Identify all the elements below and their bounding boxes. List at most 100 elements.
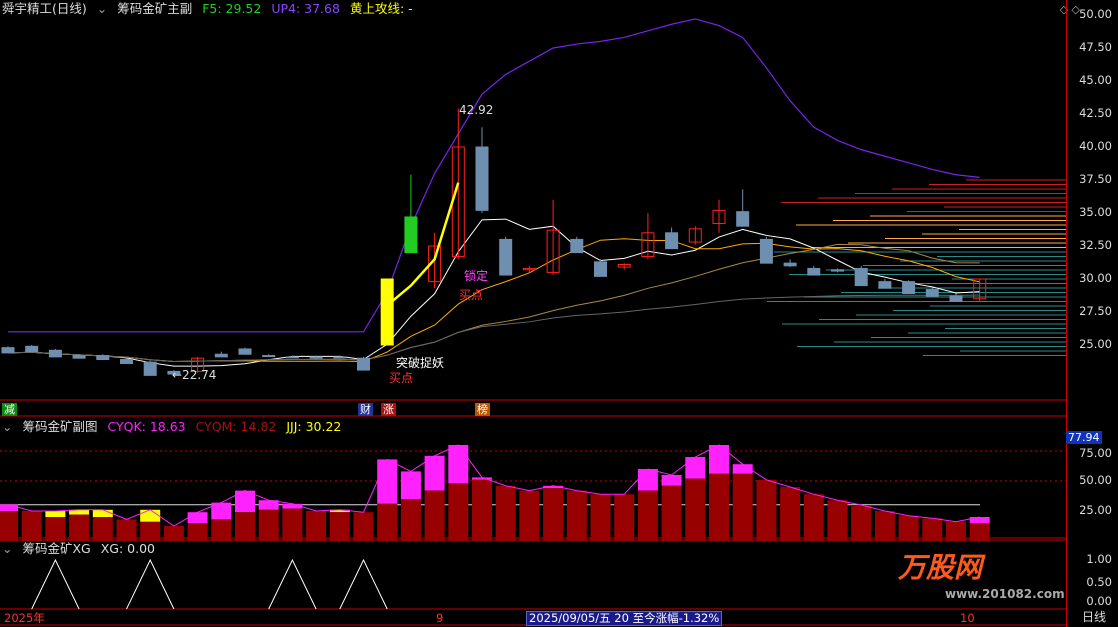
cyqk-bar <box>69 509 90 515</box>
cyqk-bar <box>235 490 255 513</box>
candle-body <box>72 355 86 359</box>
xg-tick: 1.00 <box>1086 552 1112 566</box>
cyqm-bar <box>590 494 611 541</box>
window-controls[interactable]: ◇ ◇ <box>1059 3 1080 16</box>
cyqm-bar <box>163 526 184 541</box>
cyqk-bar <box>45 511 66 517</box>
candle-body <box>688 228 702 243</box>
candle-body <box>1 347 15 354</box>
jjj-value: JJJ: 30.22 <box>286 419 342 434</box>
cyqk-bar <box>472 477 492 480</box>
candle-body <box>191 357 205 372</box>
breakout-label: 突破捉妖 <box>396 356 445 370</box>
huang-value: 黄上攻线: - <box>349 1 413 16</box>
price-tick: 37.50 <box>1079 172 1112 186</box>
cyqm-bar <box>709 473 729 541</box>
event-tag-finance[interactable]: 财 <box>358 403 373 416</box>
sub-header: ⌄ 筹码金矿副图 CYQK: 18.63 CYQM: 14.82 JJJ: 30… <box>2 419 347 434</box>
sub-title[interactable]: 筹码金矿副图 <box>22 419 98 434</box>
cyqk-bar <box>92 509 113 517</box>
candle-body <box>831 269 844 272</box>
up4-value: UP4: 37.68 <box>271 1 340 16</box>
event-tag-reduce[interactable]: 减 <box>2 403 17 416</box>
cyqm-bar <box>140 521 161 541</box>
cyqm-bar <box>353 512 374 541</box>
low-label: ←22.74 <box>172 368 217 382</box>
cyqm-value: CYQM: 14.82 <box>195 419 277 434</box>
price-tick: 25.00 <box>1079 337 1112 351</box>
sub-current-value: 77.94 <box>1066 431 1102 444</box>
price-tick: 42.50 <box>1079 106 1112 120</box>
period-label[interactable]: 日线 <box>1082 610 1107 624</box>
candle-body <box>641 232 655 258</box>
settings-icon[interactable]: ⌄ <box>2 541 13 556</box>
candle-body <box>428 245 442 283</box>
xg-value: XG: 0.00 <box>100 541 155 556</box>
candle-body <box>522 267 536 271</box>
cyqm-bar <box>519 490 540 541</box>
cyqm-bar <box>69 514 90 541</box>
high-label: 42.92 <box>459 103 494 117</box>
watermark-url: www.201082.com <box>945 587 1065 601</box>
cyqm-bar <box>21 511 42 541</box>
indicator-name[interactable]: 筹码金矿主副 <box>117 1 193 16</box>
ma20-line <box>7 243 980 363</box>
cyqk-bar <box>211 502 232 520</box>
main-header: 舜宇精工(日线) ⌄ 筹码金矿主副 F5: 29.52 UP4: 37.68 黄… <box>2 1 419 16</box>
cyqm-bar <box>116 519 137 541</box>
cyqk-bar <box>0 504 18 511</box>
cyqk-bar <box>709 445 729 474</box>
month-label-9: 9 <box>436 611 444 625</box>
cyqm-bar <box>306 511 327 541</box>
cyqm-bar <box>637 490 658 541</box>
candle-body <box>309 356 323 359</box>
cyqm-bar <box>211 519 232 541</box>
candle-body <box>143 361 157 376</box>
candle-body <box>25 345 39 353</box>
candle-body <box>48 349 62 358</box>
cyqm-bar <box>614 494 635 541</box>
cyqm-bar <box>732 473 753 541</box>
candle-body <box>96 355 110 361</box>
event-tag-rank[interactable]: 榜 <box>475 403 490 416</box>
ma60-line <box>7 294 980 363</box>
cyqm-bar <box>685 478 706 541</box>
attack-line <box>386 182 460 307</box>
price-tick: 50.00 <box>1079 7 1112 21</box>
cyqm-bar <box>400 499 421 541</box>
xg-title[interactable]: 筹码金矿XG <box>22 541 91 556</box>
settings-icon[interactable]: ⌄ <box>96 1 108 16</box>
lock-label: 锁定 <box>464 269 489 283</box>
cyqm-bar <box>258 509 279 541</box>
candle-body <box>380 278 394 346</box>
cyqm-bar <box>187 523 208 541</box>
event-tag-rise[interactable]: 涨 <box>381 403 396 416</box>
cyqm-bar <box>92 517 113 541</box>
cyqm-bar <box>543 488 564 541</box>
cyqk-bar <box>282 503 303 509</box>
candle-body <box>120 359 133 364</box>
candle-body <box>238 348 252 355</box>
buy-label: 买点 <box>389 371 414 385</box>
xg-tick: 0.00 <box>1086 594 1112 608</box>
year-label: 2025年 <box>4 611 45 625</box>
candle-body <box>546 229 560 273</box>
settings-icon[interactable]: ⌄ <box>2 419 13 434</box>
chart-canvas[interactable] <box>0 0 1066 627</box>
cyqk-bar <box>732 464 753 474</box>
status-readout: 2025/09/05/五 20 至今涨幅-1.32% <box>526 611 723 626</box>
candle-body <box>262 355 276 358</box>
cyqm-bar <box>424 490 445 541</box>
cyqm-bar <box>235 512 255 541</box>
cyqk-bar <box>448 445 469 484</box>
cyqk-bar <box>637 469 658 491</box>
cyqm-bar <box>827 500 848 541</box>
cyqm-bar <box>448 483 469 541</box>
month-label-10: 10 <box>960 611 975 625</box>
cyqm-bar <box>969 523 990 541</box>
cyqm-bar <box>472 479 492 541</box>
cyqm-bar <box>0 511 18 541</box>
cyqm-bar <box>780 487 801 541</box>
candle-body <box>759 238 773 264</box>
watermark-logo: 万股网 <box>898 551 983 584</box>
